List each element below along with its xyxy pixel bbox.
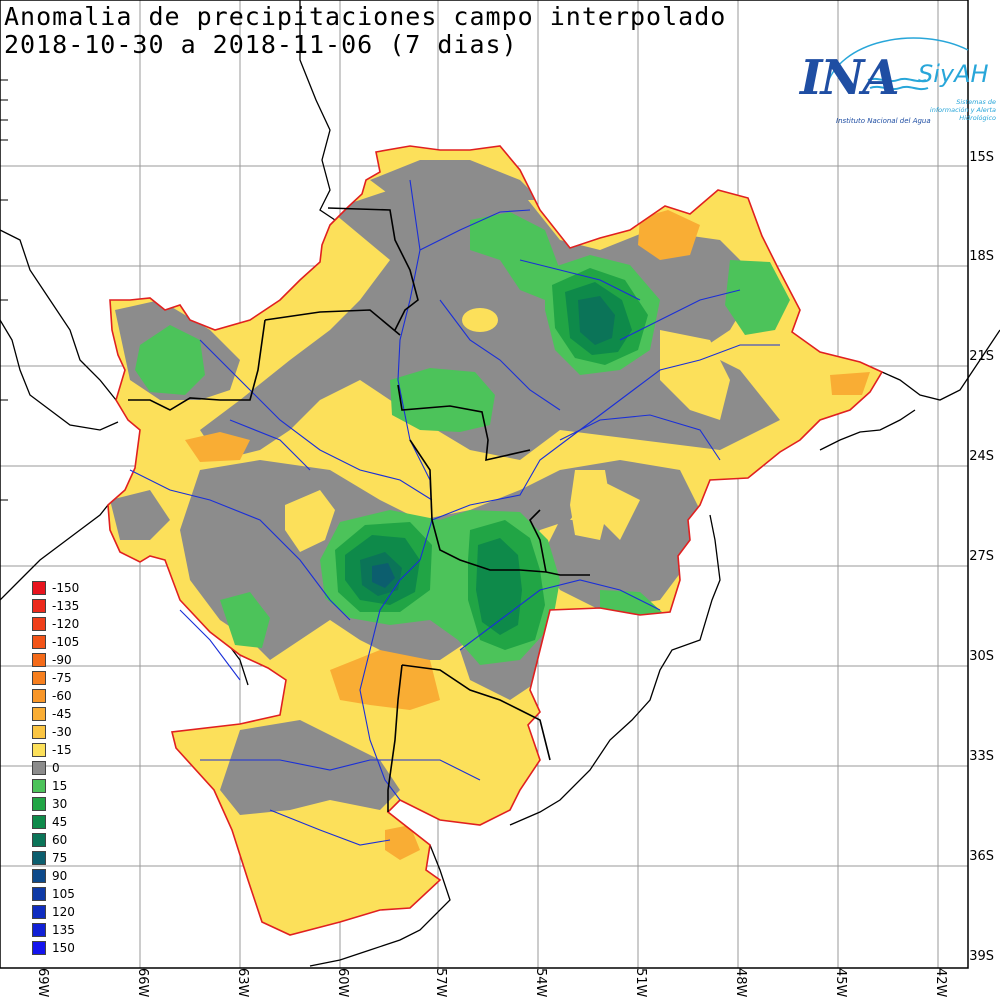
legend-item: 105 [32,885,92,903]
legend-value: 0 [52,761,60,775]
lon-label: 60W [335,968,350,998]
legend-swatch [32,905,46,919]
legend-swatch [32,707,46,721]
lon-label: 48W [733,968,748,998]
legend-value: 30 [52,797,68,811]
legend-swatch [32,815,46,829]
legend-swatch [32,635,46,649]
legend-swatch [32,941,46,955]
lat-label: 33S [969,749,994,764]
legend-item: -60 [32,687,92,705]
lat-label: 21S [969,349,994,364]
basin-outline [107,145,884,936]
lat-label: 36S [969,849,994,864]
legend-item: 120 [32,903,92,921]
map-title: Anomalia de precipitaciones campo interp… [4,2,727,31]
legend-value: 105 [52,887,75,901]
legend-value: 75 [52,851,68,865]
legend-item: -135 [32,597,92,615]
logo-tagline: Sistemas de información y Alerta Hidroló… [929,98,996,122]
legend-item: 90 [32,867,92,885]
legend-swatch [32,833,46,847]
legend-item: -75 [32,669,92,687]
legend-swatch [32,671,46,685]
legend-item: 15 [32,777,92,795]
legend-swatch [32,689,46,703]
legend-value: 45 [52,815,68,829]
legend-value: -120 [52,617,80,631]
legend-item: -45 [32,705,92,723]
legend-swatch [32,797,46,811]
lat-label: 24S [969,449,994,464]
legend-item: 45 [32,813,92,831]
legend-item: 135 [32,921,92,939]
legend-value: -90 [52,653,72,667]
legend-swatch [32,761,46,775]
legend-item: 0 [32,759,92,777]
legend-value: 60 [52,833,68,847]
legend-swatch [32,617,46,631]
legend-swatch [32,725,46,739]
legend-value: -75 [52,671,72,685]
lon-label: 45W [833,968,848,998]
legend-swatch [32,743,46,757]
ina-siyah-logo: INA SiyAH Instituto Nacional del Agua Si… [798,30,998,130]
lon-label: 54W [533,968,548,998]
lon-label: 66W [135,968,150,998]
legend-item: -90 [32,651,92,669]
country-borders [128,207,590,812]
lat-label: 30S [969,649,994,664]
legend-value: -105 [52,635,80,649]
legend-value: -135 [52,599,80,613]
anomaly-field [108,146,882,935]
lat-label: 15S [969,150,994,165]
legend-item: 60 [32,831,92,849]
legend-swatch [32,779,46,793]
legend-value: 150 [52,941,75,955]
logo-siyah-text: SiyAH [918,60,989,88]
logo-subtitle: Instituto Nacional del Agua [836,117,931,125]
legend-value: 120 [52,905,75,919]
lon-label: 63W [235,968,250,998]
legend-item: 75 [32,849,92,867]
lon-label: 69W [35,968,50,998]
legend-value: -30 [52,725,72,739]
legend-value: -45 [52,707,72,721]
legend-item: -150 [32,579,92,597]
legend-item: -120 [32,615,92,633]
legend-value: -150 [52,581,80,595]
legend-swatch [32,581,46,595]
legend-value: -60 [52,689,72,703]
legend-swatch [32,599,46,613]
legend-item: -30 [32,723,92,741]
lon-label: 57W [433,968,448,998]
logo-swoosh-icon [825,37,969,91]
legend-item: 150 [32,939,92,957]
lon-label: 51W [633,968,648,998]
legend-item: 30 [32,795,92,813]
legend-item: -105 [32,633,92,651]
legend-swatch [32,869,46,883]
map-date-range: 2018-10-30 a 2018-11-06 (7 dias) [4,30,518,59]
lat-label: 39S [969,949,994,964]
legend-value: 135 [52,923,75,937]
legend-swatch [32,851,46,865]
rivers [129,179,780,846]
lat-label: 27S [969,549,994,564]
logo-ina-text: INA [800,50,900,106]
legend-swatch [32,923,46,937]
legend-value: 15 [52,779,68,793]
legend-value: 90 [52,869,68,883]
legend-item: -15 [32,741,92,759]
legend-swatch [32,653,46,667]
legend-value: -15 [52,743,72,757]
lat-label: 18S [969,249,994,264]
lon-label: 42W [933,968,948,998]
legend-swatch [32,887,46,901]
